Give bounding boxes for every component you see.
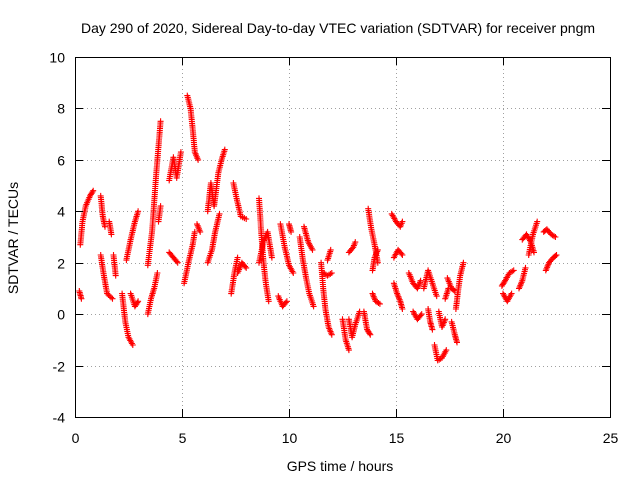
data-point — [460, 259, 467, 266]
data-point — [108, 231, 115, 238]
y-tick-label: 0 — [57, 307, 65, 323]
data-point — [399, 306, 406, 312]
data-point — [328, 331, 335, 338]
data-point — [433, 293, 440, 300]
x-tick-label: 25 — [603, 430, 619, 446]
data-point — [328, 270, 335, 276]
data-point — [195, 156, 202, 163]
chart-title: Day 290 of 2020, Sidereal Day-to-day VTE… — [81, 20, 595, 36]
data-point — [309, 246, 316, 253]
grid — [75, 57, 610, 417]
data-point — [221, 146, 228, 153]
data-point — [417, 312, 424, 319]
data-point — [442, 316, 449, 323]
data-point — [352, 239, 359, 246]
data-point — [157, 203, 164, 210]
y-tick-label: -2 — [53, 359, 66, 375]
data-point — [522, 264, 529, 271]
x-tick-label: 20 — [496, 430, 512, 446]
y-tick-label: 8 — [57, 101, 65, 117]
data-point — [531, 249, 537, 256]
data-point — [282, 299, 289, 306]
data-point — [310, 303, 317, 310]
data-point — [106, 293, 113, 300]
y-tick-label: 4 — [57, 204, 65, 220]
data-point — [109, 295, 116, 302]
data-point — [327, 246, 334, 253]
x-axis-label: GPS time / hours — [287, 458, 394, 474]
data-point — [454, 339, 460, 346]
data-point — [268, 254, 275, 261]
data-point — [108, 294, 115, 301]
data-point — [399, 218, 406, 225]
y-tick-label: 10 — [49, 50, 65, 66]
data-point — [534, 218, 541, 225]
data-point — [89, 189, 96, 195]
data-point — [418, 311, 425, 318]
data-point — [265, 298, 272, 305]
data-point — [78, 295, 85, 302]
data-point — [509, 268, 516, 275]
data-point — [283, 298, 290, 305]
data-point — [157, 118, 164, 125]
data-point — [290, 270, 297, 276]
x-tick-label: 5 — [179, 430, 187, 446]
data-point — [129, 342, 136, 348]
x-tick-label: 10 — [282, 430, 298, 446]
data-point — [234, 254, 241, 261]
data-point — [345, 347, 352, 354]
data-point — [376, 300, 383, 307]
data-point — [135, 208, 142, 215]
y-tick-label: -4 — [53, 410, 66, 426]
data-point — [191, 228, 198, 235]
data-point — [243, 216, 250, 222]
data-point — [443, 347, 450, 354]
data-point — [243, 264, 250, 271]
data-point — [177, 149, 184, 156]
x-tick-label: 15 — [389, 430, 405, 446]
y-tick-label: 6 — [57, 153, 65, 169]
data-points — [76, 92, 560, 364]
data-point — [375, 300, 382, 306]
data-point — [90, 187, 97, 194]
data-point — [135, 298, 142, 305]
x-tick-label: 0 — [72, 430, 80, 446]
data-point — [288, 228, 295, 235]
data-point — [174, 259, 181, 266]
data-point — [450, 287, 457, 294]
data-point — [134, 299, 141, 306]
data-point — [242, 263, 249, 270]
axis-ticks: 0 5 10 15 20 25 -4 -2 0 2 4 6 8 10 — [49, 50, 618, 447]
data-point — [102, 223, 108, 230]
data-point — [553, 252, 560, 258]
data-point — [154, 270, 161, 276]
data-point — [112, 272, 119, 279]
data-point — [197, 228, 204, 235]
data-point — [399, 252, 406, 258]
data-point — [173, 258, 180, 265]
data-point — [429, 326, 436, 333]
data-point — [508, 290, 515, 297]
data-point — [551, 233, 557, 240]
data-point — [367, 331, 374, 338]
y-tick-label: 2 — [57, 256, 65, 272]
y-axis-label: SDTVAR / TECUs — [5, 182, 21, 294]
data-point — [366, 330, 373, 337]
data-point — [552, 234, 559, 240]
data-point — [374, 246, 381, 253]
data-point — [398, 250, 405, 257]
plot-frame — [75, 57, 611, 418]
data-point — [216, 210, 223, 217]
data-point — [510, 267, 517, 274]
data-point — [327, 270, 334, 277]
data-point — [552, 252, 559, 259]
